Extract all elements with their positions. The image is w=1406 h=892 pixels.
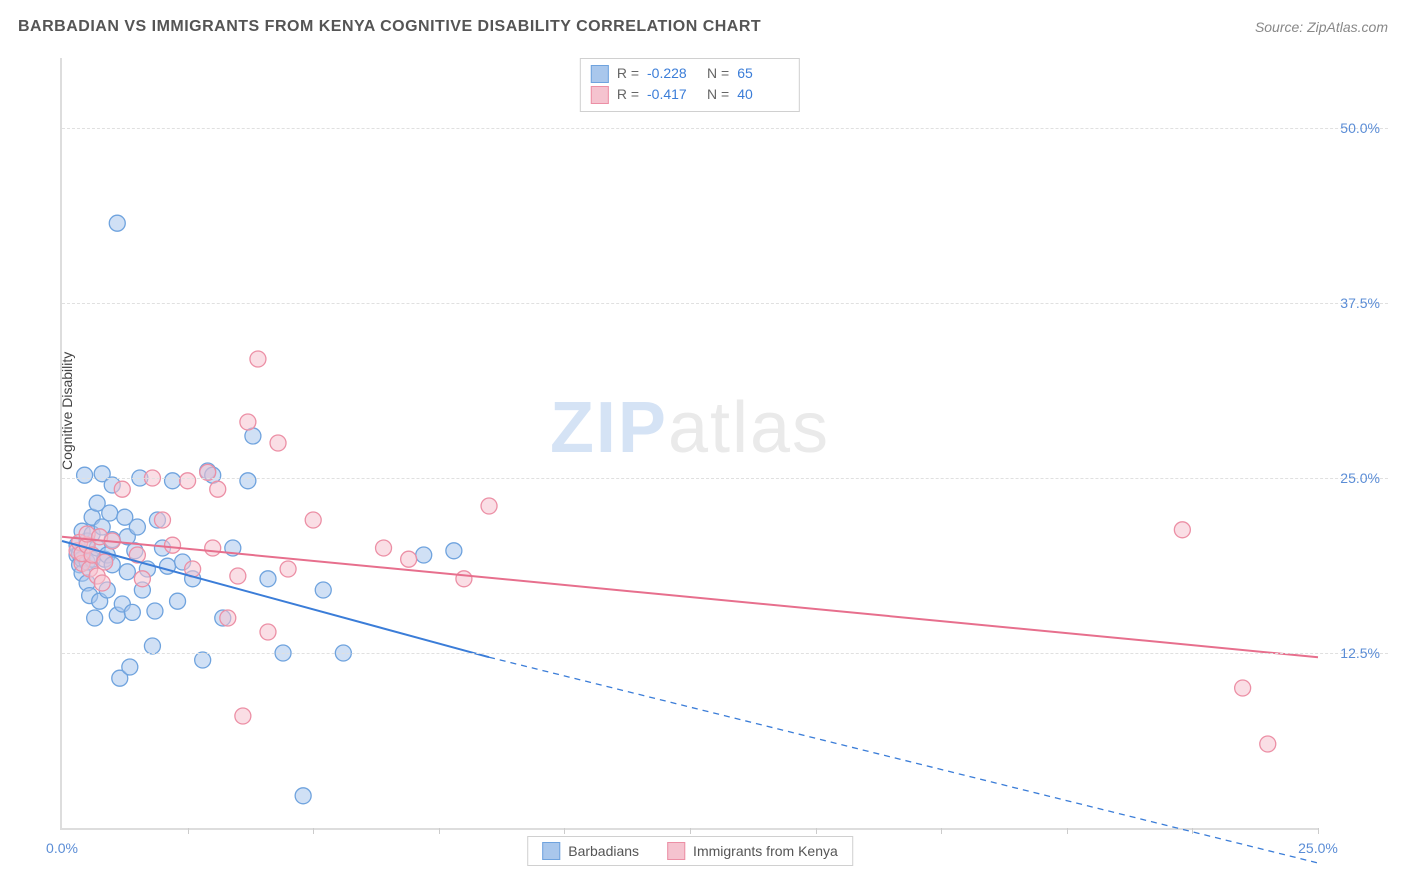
series-swatch <box>667 842 685 860</box>
series-swatch <box>591 86 609 104</box>
scatter-point <box>77 467 93 483</box>
chart-area: Cognitive Disability ZIPatlas R = -0.228… <box>18 50 1388 874</box>
scatter-point <box>305 512 321 528</box>
scatter-point <box>220 610 236 626</box>
scatter-point <box>122 659 138 675</box>
legend-label: Immigrants from Kenya <box>693 843 838 859</box>
scatter-point <box>205 540 221 556</box>
scatter-point <box>401 551 417 567</box>
x-tick-label: 0.0% <box>46 840 78 856</box>
scatter-point <box>280 561 296 577</box>
y-tick-label: 25.0% <box>1340 470 1380 486</box>
legend-label: Barbadians <box>568 843 639 859</box>
scatter-point <box>165 537 181 553</box>
scatter-point <box>124 604 140 620</box>
scatter-point <box>270 435 286 451</box>
x-tick <box>188 828 189 834</box>
x-tick <box>313 828 314 834</box>
scatter-point <box>109 215 125 231</box>
scatter-point <box>210 481 226 497</box>
x-tick <box>1318 828 1319 834</box>
stats-legend-box: R = -0.228 N = 65 R = -0.417 N = 40 <box>580 58 800 112</box>
n-value: 65 <box>737 63 789 84</box>
scatter-point <box>1174 522 1190 538</box>
scatter-point <box>260 571 276 587</box>
scatter-point <box>295 788 311 804</box>
stats-row: R = -0.417 N = 40 <box>591 84 789 105</box>
scatter-point <box>170 593 186 609</box>
scatter-point <box>250 351 266 367</box>
trend-line-dashed <box>489 657 1318 863</box>
scatter-point <box>1260 736 1276 752</box>
x-tick <box>941 828 942 834</box>
n-value: 40 <box>737 84 789 105</box>
x-tick <box>690 828 691 834</box>
scatter-point <box>260 624 276 640</box>
y-tick-label: 37.5% <box>1340 295 1380 311</box>
stats-row: R = -0.228 N = 65 <box>591 63 789 84</box>
chart-header: BARBADIAN VS IMMIGRANTS FROM KENYA COGNI… <box>18 18 1388 36</box>
r-value: -0.417 <box>647 84 699 105</box>
r-value: -0.228 <box>647 63 699 84</box>
scatter-point <box>97 554 113 570</box>
gridline <box>62 653 1388 654</box>
series-swatch <box>591 65 609 83</box>
scatter-point <box>1235 680 1251 696</box>
scatter-point <box>240 414 256 430</box>
y-tick-label: 12.5% <box>1340 645 1380 661</box>
scatter-point <box>230 568 246 584</box>
gridline <box>62 303 1388 304</box>
x-tick <box>1067 828 1068 834</box>
chart-source: Source: ZipAtlas.com <box>1255 19 1388 35</box>
gridline <box>62 478 1388 479</box>
scatter-point <box>456 571 472 587</box>
scatter-point <box>446 543 462 559</box>
scatter-svg <box>62 58 1318 828</box>
bottom-legend: Barbadians Immigrants from Kenya <box>527 836 853 866</box>
scatter-point <box>416 547 432 563</box>
series-swatch <box>542 842 560 860</box>
scatter-point <box>481 498 497 514</box>
trend-line <box>62 537 1318 657</box>
chart-title: BARBADIAN VS IMMIGRANTS FROM KENYA COGNI… <box>18 18 761 36</box>
scatter-point <box>180 473 196 489</box>
x-tick <box>1192 828 1193 834</box>
scatter-point <box>134 571 150 587</box>
legend-item: Barbadians <box>542 842 639 860</box>
scatter-point <box>165 473 181 489</box>
gridline <box>62 128 1388 129</box>
scatter-point <box>102 505 118 521</box>
x-tick <box>439 828 440 834</box>
scatter-point <box>144 638 160 654</box>
scatter-point <box>114 481 130 497</box>
x-tick-label: 25.0% <box>1298 840 1338 856</box>
scatter-point <box>235 708 251 724</box>
scatter-point <box>376 540 392 556</box>
scatter-point <box>240 473 256 489</box>
scatter-point <box>94 575 110 591</box>
x-tick <box>816 828 817 834</box>
scatter-point <box>315 582 331 598</box>
scatter-point <box>129 519 145 535</box>
scatter-point <box>147 603 163 619</box>
x-tick <box>564 828 565 834</box>
plot-region: ZIPatlas R = -0.228 N = 65 R = -0.417 N … <box>60 58 1318 830</box>
legend-item: Immigrants from Kenya <box>667 842 838 860</box>
scatter-point <box>119 564 135 580</box>
scatter-point <box>87 610 103 626</box>
scatter-point <box>195 652 211 668</box>
y-tick-label: 50.0% <box>1340 120 1380 136</box>
scatter-point <box>154 512 170 528</box>
